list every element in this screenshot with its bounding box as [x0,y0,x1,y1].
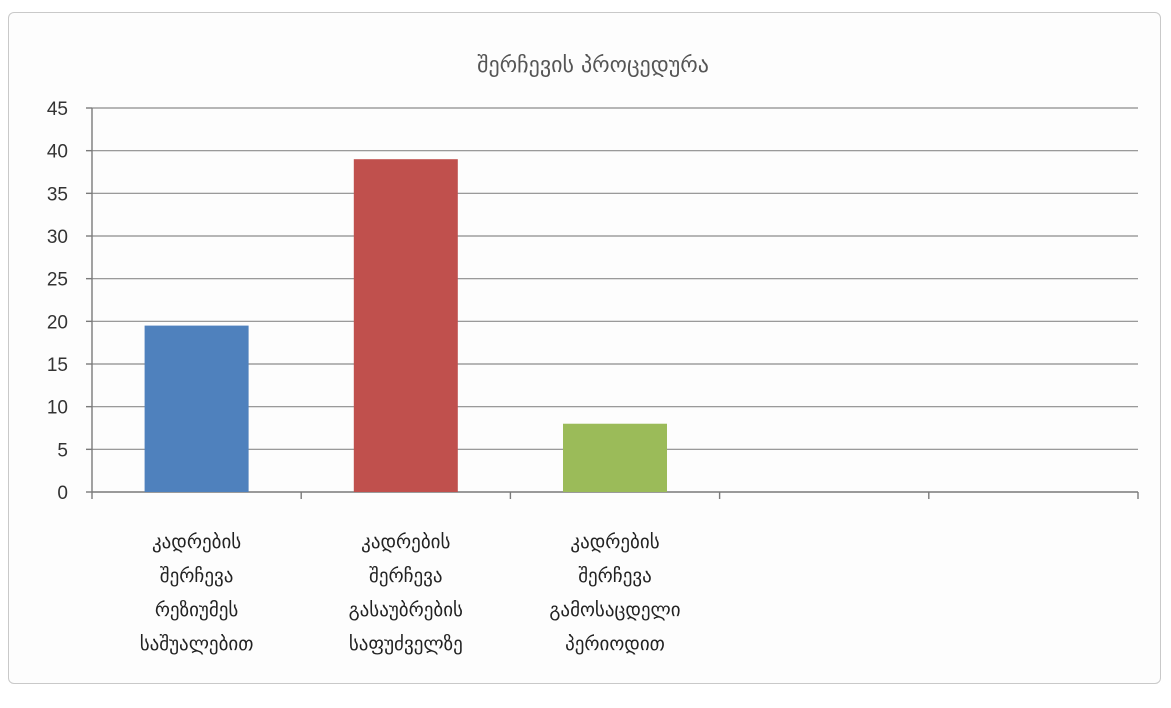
category-label: კადრების შერჩევა გამოსაცდელი პერიოდით [549,531,680,655]
y-tick-label: 15 [47,355,68,376]
category-label-line: საშუალებით [140,633,254,655]
bar [353,159,458,492]
category-label-line: რეზიუმეს [155,599,239,621]
category-label: კადრების შერჩევა რეზიუმეს საშუალებით [140,531,254,655]
category-label-line: კადრების [361,531,450,553]
y-tick-label: 30 [47,227,68,248]
bars [144,159,667,492]
y-tick-labels: 0 5 10 15 20 25 30 35 40 45 [47,99,68,504]
category-label-line: საფუძველზე [349,633,463,655]
y-tick-label: 10 [47,398,68,419]
category-label: კადრების შერჩევა გასაუბრების საფუძველზე [349,531,463,655]
category-label-line: კადრების [570,531,659,553]
y-tick-label: 40 [47,142,68,163]
category-label-line: შერჩევა [160,565,234,587]
y-tick-label: 5 [57,440,68,461]
y-tick-label: 45 [47,99,68,120]
category-label-line: გასაუბრების [349,599,463,621]
y-tick-label: 25 [47,270,68,291]
bar [144,325,249,492]
category-label-line: კადრების [152,531,241,553]
y-tick-label: 35 [47,184,68,205]
category-labels: კადრების შერჩევა რეზიუმეს საშუალებითკადრები… [140,531,681,655]
chart-title: შერჩევის პროცედურა [477,53,709,78]
gridlines [92,107,1138,450]
bar [563,423,667,492]
y-tick-label: 0 [57,483,68,504]
category-label-line: გამოსაცდელი [549,599,680,621]
category-label-line: პერიოდით [565,633,665,655]
category-label-line: შერჩევა [578,565,652,587]
category-label-line: შერჩევა [369,565,443,587]
y-tick-label: 20 [47,312,68,333]
